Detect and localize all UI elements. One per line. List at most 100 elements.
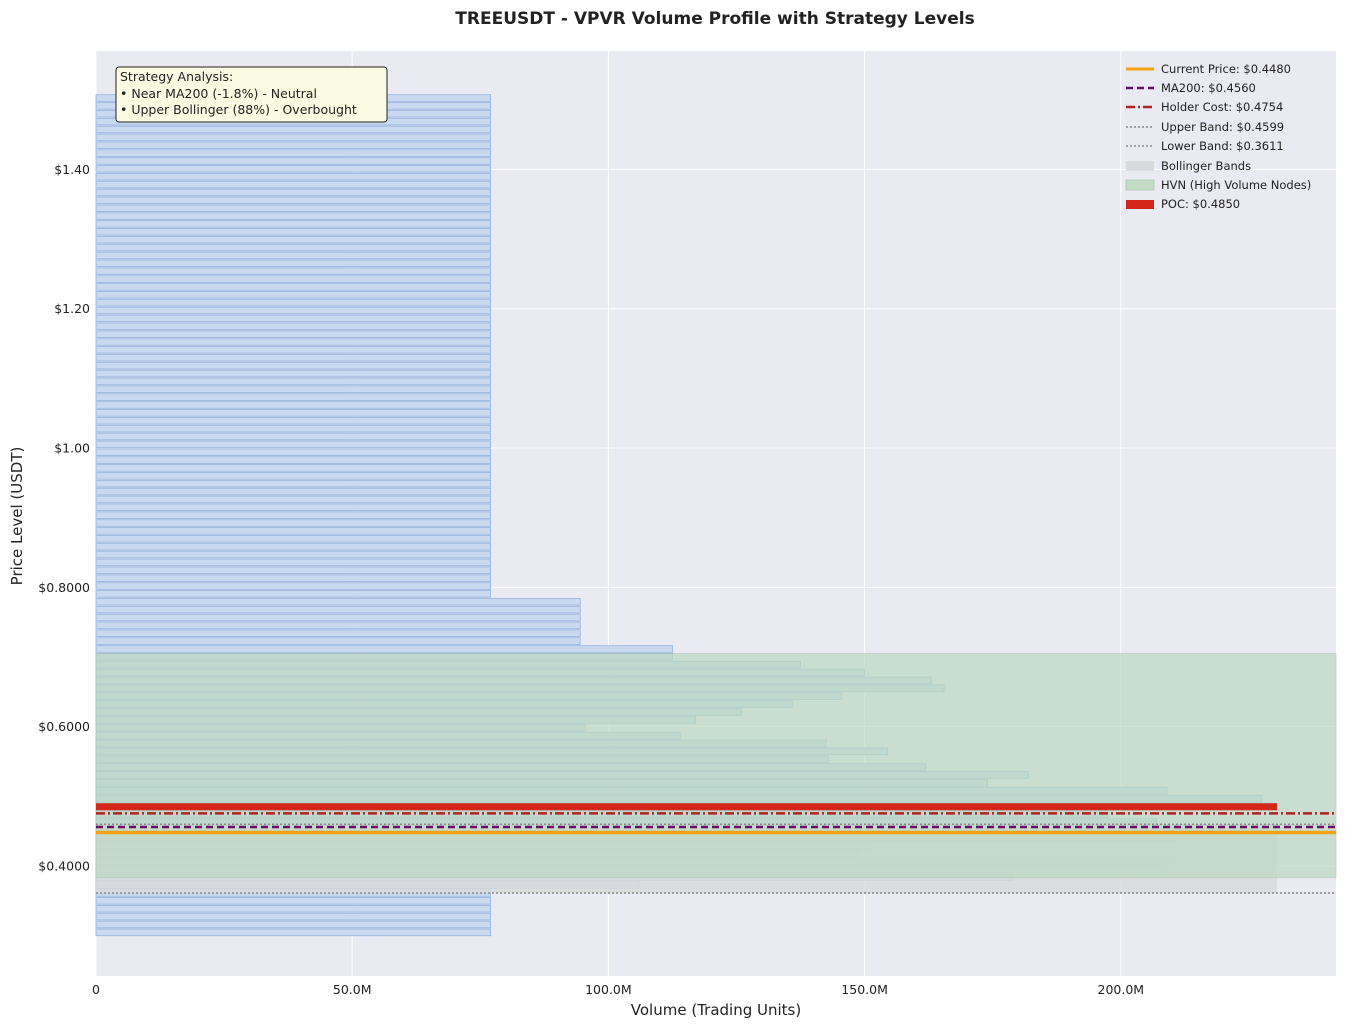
- volume-bar-70: [95, 377, 491, 386]
- volume-bar-66: [95, 409, 491, 417]
- volume-bar-100: [95, 141, 491, 150]
- x-tick-label-1: 50.0M: [333, 982, 372, 997]
- legend: Current Price: $0.4480 MA200: $0.4560 Ho…: [1125, 62, 1311, 211]
- volume-bar-47: [95, 558, 491, 567]
- volume-bar-76: [95, 330, 491, 338]
- volume-bar-45: [95, 574, 491, 582]
- volume-bar-2: [95, 912, 491, 921]
- volume-bar-96: [95, 172, 491, 181]
- legend-item-upper-band: Upper Band: $0.4599: [1126, 120, 1284, 134]
- volume-bar-89: [95, 228, 491, 236]
- annotation-line-2: • Near MA200 (-1.8%) - Neutral: [120, 86, 317, 101]
- volume-bar-91: [95, 212, 491, 220]
- volume-bar-68: [95, 393, 491, 401]
- volume-bar-60: [95, 456, 491, 464]
- hvn-zone: [95, 653, 1337, 879]
- y-tick-label-3: $1.00: [54, 441, 90, 456]
- volume-bar-102: [95, 125, 491, 134]
- volume-bar-55: [95, 495, 491, 504]
- x-tick-label-4: 200.0M: [1098, 982, 1145, 997]
- volume-bar-94: [95, 188, 491, 197]
- volume-bar-36: [95, 645, 673, 653]
- volume-bar-93: [95, 196, 491, 205]
- volume-bar-59: [95, 464, 491, 472]
- volume-bar-67: [95, 401, 491, 409]
- volume-bar-88: [95, 235, 491, 244]
- volume-bar-48: [95, 550, 491, 559]
- volume-bar-57: [95, 479, 491, 488]
- volume-bar-43: [95, 590, 491, 598]
- volume-bar-56: [95, 487, 491, 496]
- legend-swatch-bollinger-bands: [1126, 161, 1154, 171]
- volume-bar-46: [95, 566, 491, 575]
- legend-item-holder-cost: Holder Cost: $0.4754: [1126, 100, 1283, 114]
- volume-bar-62: [95, 440, 491, 449]
- volume-bar-90: [95, 220, 491, 228]
- annotation-line-1: Strategy Analysis:: [120, 69, 233, 84]
- x-tick-label-2: 100.0M: [585, 982, 632, 997]
- volume-bar-72: [95, 361, 491, 370]
- volume-bar-58: [95, 472, 491, 480]
- legend-label-lower-band: Lower Band: $0.3611: [1161, 139, 1284, 153]
- legend-item-bollinger-bands: Bollinger Bands: [1126, 159, 1251, 173]
- chart-title: TREEUSDT - VPVR Volume Profile with Stra…: [455, 9, 974, 29]
- legend-item-hvn: HVN (High Volume Nodes): [1125, 178, 1311, 192]
- legend-label-upper-band: Upper Band: $0.4599: [1161, 120, 1284, 134]
- volume-bar-38: [95, 629, 581, 638]
- x-tick-label-3: 150.0M: [841, 982, 888, 997]
- volume-bar-98: [95, 157, 491, 165]
- y-tick-label-1: $0.6000: [38, 719, 90, 734]
- legend-item-lower-band: Lower Band: $0.3611: [1126, 139, 1284, 153]
- volume-bar-50: [95, 534, 491, 543]
- volume-bar-40: [95, 613, 581, 622]
- y-tick-label-5: $1.40: [54, 162, 90, 177]
- strategy-analysis-box: Strategy Analysis: • Near MA200 (-1.8%) …: [115, 66, 388, 123]
- legend-label-hvn: HVN (High Volume Nodes): [1161, 178, 1311, 192]
- x-tick-label-0: 0: [92, 982, 100, 997]
- volume-bar-101: [95, 133, 491, 142]
- volume-bar-78: [95, 314, 491, 323]
- volume-bar-95: [95, 180, 491, 189]
- volume-bar-79: [95, 306, 491, 315]
- volume-bar-86: [95, 251, 491, 260]
- volume-bar-61: [95, 448, 491, 456]
- legend-label-ma200: MA200: $0.4560: [1161, 81, 1256, 95]
- y-tick-label-0: $0.4000: [38, 858, 90, 873]
- volume-bar-53: [95, 511, 491, 519]
- volume-bar-1: [95, 920, 491, 929]
- volume-bar-80: [95, 298, 491, 307]
- legend-item-current-price: Current Price: $0.4480: [1126, 62, 1291, 76]
- volume-bar-75: [95, 338, 491, 346]
- volume-bar-63: [95, 432, 491, 441]
- legend-swatch-poc: [1126, 200, 1154, 209]
- y-axis-label: Price Level (USDT): [8, 447, 26, 586]
- legend-item-poc: POC: $0.4850: [1126, 197, 1240, 211]
- shaded-zones: [95, 653, 1337, 894]
- volume-bar-69: [95, 385, 491, 394]
- volume-bar-73: [95, 353, 491, 362]
- volume-bar-42: [95, 597, 581, 606]
- volume-bar-92: [95, 204, 491, 212]
- volume-bar-71: [95, 369, 491, 378]
- annotation-box-frame: [115, 66, 388, 123]
- volume-bar-52: [95, 519, 491, 527]
- y-axis-ticks: $0.4000 $0.6000 $0.8000 $1.00 $1.20 $1.40: [38, 162, 90, 874]
- annotation-line-3: • Upper Bollinger (88%) - Overbought: [120, 102, 357, 117]
- volume-bar-41: [95, 605, 581, 614]
- level-lines: [96, 803, 1336, 894]
- volume-bar-82: [95, 283, 491, 291]
- volume-bar-85: [95, 259, 491, 268]
- volume-bar-65: [95, 416, 491, 425]
- legend-label-holder-cost: Holder Cost: $0.4754: [1161, 100, 1283, 114]
- volume-bar-83: [95, 275, 491, 283]
- volume-bar-74: [95, 346, 491, 354]
- volume-bar-49: [95, 542, 491, 551]
- volume-bar-97: [95, 165, 491, 173]
- volume-bar-77: [95, 322, 491, 331]
- legend-label-current-price: Current Price: $0.4480: [1161, 62, 1291, 76]
- y-tick-label-4: $1.20: [54, 301, 90, 316]
- legend-item-ma200: MA200: $0.4560: [1126, 81, 1256, 95]
- volume-bar-51: [95, 527, 491, 535]
- volume-bar-39: [95, 621, 581, 630]
